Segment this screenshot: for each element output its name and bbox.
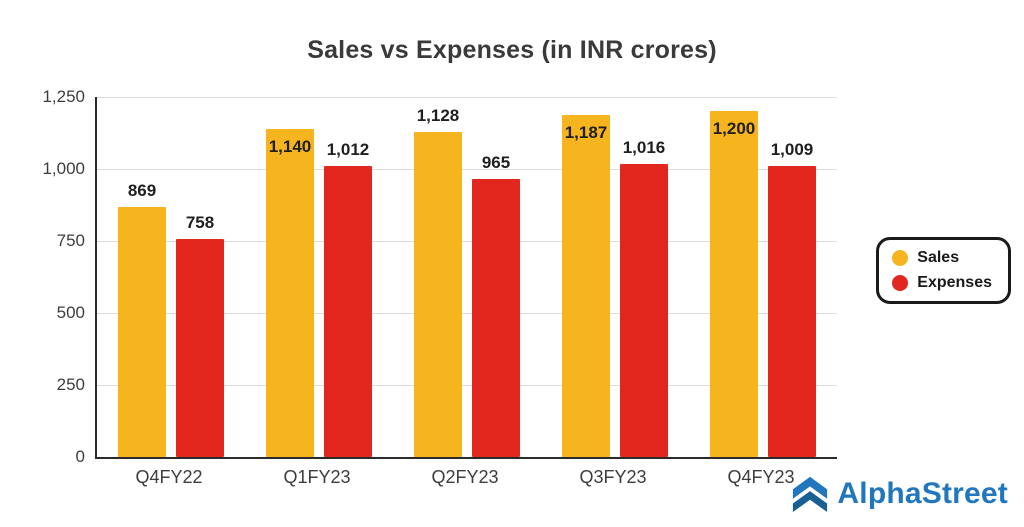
- bar-expenses-q2fy23: [472, 179, 520, 457]
- bar-expenses-q3fy23: [620, 164, 668, 457]
- legend-item-expenses: Expenses: [892, 274, 992, 292]
- value-label-sales-q1fy23: 1,140: [268, 136, 312, 156]
- bar-sales-q4fy23: [710, 111, 758, 457]
- chart-title: Sales vs Expenses (in INR crores): [307, 36, 717, 64]
- gridline-750: [97, 241, 837, 242]
- value-label-sales-q3fy23: 1,187: [564, 123, 608, 143]
- plot-area: 869 758 1,140 1,012 1,128 965 1,187 1,016 1,200 1…: [95, 97, 837, 459]
- x-axis-tick-q1fy23: Q1FY23: [283, 467, 351, 487]
- alphastreet-branding: AlphaStreet: [791, 475, 1008, 513]
- value-label-expenses-q4fy23: 1,009: [770, 140, 814, 160]
- alphastreet-logo-icon: [793, 476, 828, 513]
- y-axis-tick-750: 750: [56, 231, 85, 250]
- value-label-expenses-q1fy23: 1,012: [326, 139, 370, 159]
- gridline-250: [97, 385, 837, 386]
- value-label-sales-q2fy23: 1,128: [416, 106, 460, 126]
- x-axis-tick-q2fy23: Q2FY23: [431, 467, 499, 487]
- alphastreet-logo-text: AlphaStreet: [837, 477, 1008, 510]
- value-label-sales-q4fy23: 1,200: [712, 119, 756, 139]
- legend: Sales Expenses: [876, 237, 1011, 304]
- sales-legend-dot-icon: [892, 250, 909, 266]
- bar-sales-q2fy23: [414, 132, 462, 457]
- y-axis-tick-250: 250: [56, 375, 85, 394]
- legend-item-sales: Sales: [892, 249, 992, 267]
- gridline-1250: [97, 97, 837, 98]
- bar-expenses-q1fy23: [324, 165, 372, 457]
- y-axis-tick-0: 0: [75, 447, 85, 466]
- bar-sales-q4fy22: [118, 206, 166, 457]
- gridline-1000: [97, 169, 837, 170]
- bar-expenses-q4fy22: [176, 238, 224, 457]
- legend-label-expenses: Expenses: [917, 274, 992, 291]
- bar-sales-q1fy23: [266, 128, 314, 457]
- x-axis-tick-q3fy23: Q3FY23: [579, 467, 647, 487]
- value-label-sales-q4fy22: 869: [127, 180, 157, 200]
- value-label-expenses-q4fy22: 758: [185, 212, 215, 232]
- x-axis-tick-q4fy23: Q4FY23: [727, 467, 795, 487]
- y-axis-tick-1250: 1,250: [42, 87, 85, 106]
- gridline-500: [97, 313, 837, 314]
- bar-sales-q3fy23: [562, 115, 610, 457]
- x-axis-tick-q4fy22: Q4FY22: [135, 467, 203, 487]
- bar-expenses-q4fy23: [768, 166, 816, 457]
- legend-label-sales: Sales: [917, 249, 960, 266]
- expenses-legend-dot-icon: [892, 275, 909, 291]
- y-axis-tick-500: 500: [56, 303, 85, 322]
- y-axis-tick-1000: 1,000: [42, 159, 85, 178]
- value-label-expenses-q3fy23: 1,016: [622, 138, 666, 158]
- value-label-expenses-q2fy23: 965: [481, 153, 511, 173]
